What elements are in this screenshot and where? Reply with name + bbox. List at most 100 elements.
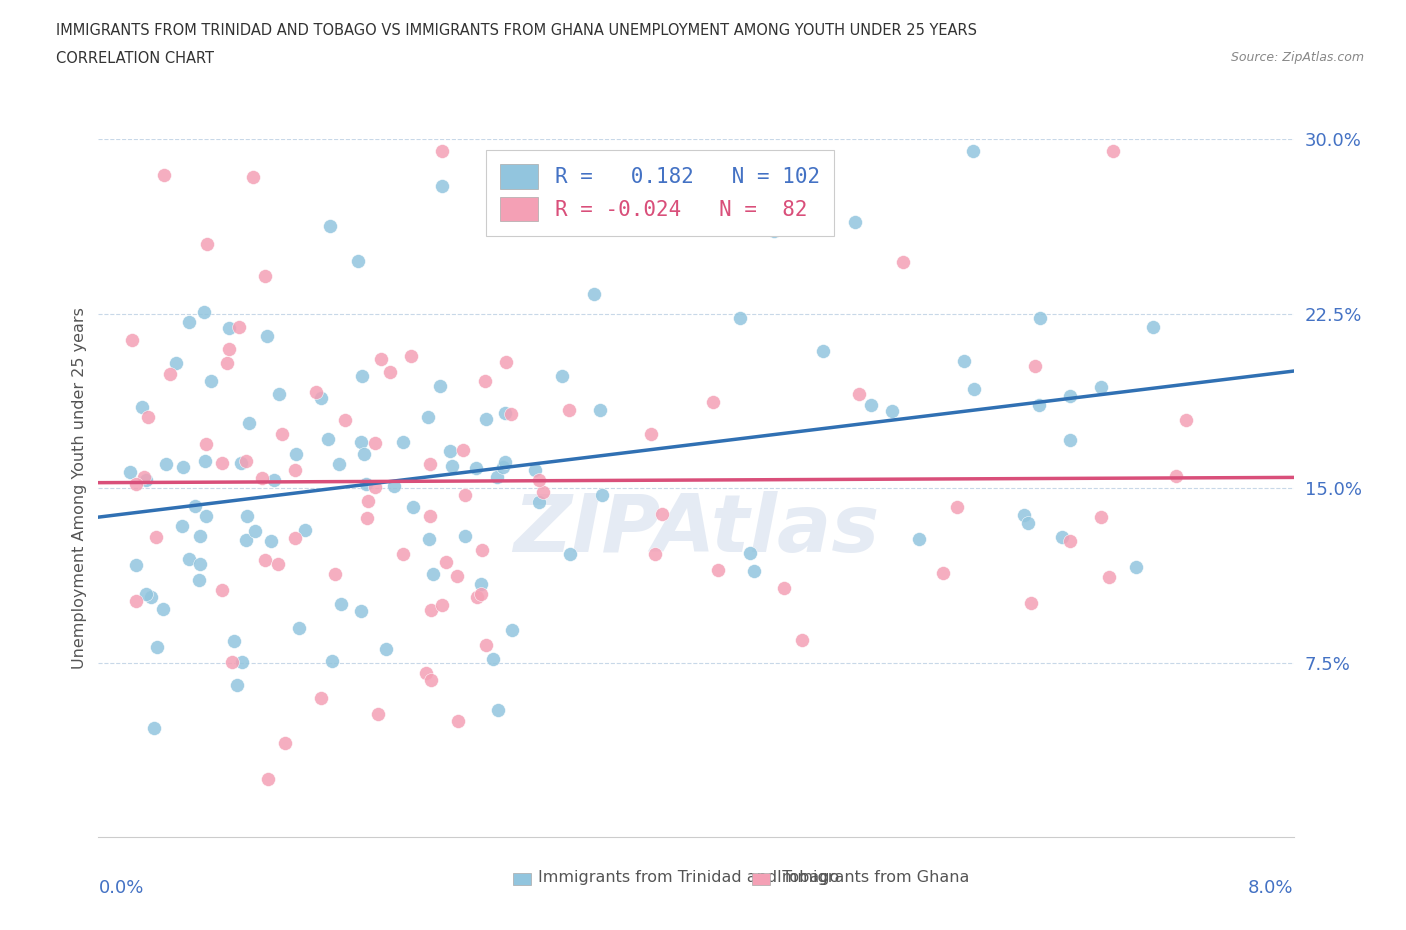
Point <box>1125 560 1147 575</box>
Point <box>378 365 401 379</box>
Point <box>145 529 167 544</box>
Point <box>454 488 477 503</box>
Point <box>316 432 339 446</box>
Text: IMMIGRANTS FROM TRINIDAD AND TOBAGO VS IMMIGRANTS FROM GHANA UNEMPLOYMENT AMONG : IMMIGRANTS FROM TRINIDAD AND TOBAGO VS I… <box>56 23 977 38</box>
Point <box>728 311 751 325</box>
Point <box>848 386 870 401</box>
Point <box>495 354 517 369</box>
Point <box>155 456 177 471</box>
Point <box>453 443 475 458</box>
Point <box>254 269 277 284</box>
Point <box>1101 144 1123 159</box>
Point <box>328 457 350 472</box>
Point <box>429 379 451 393</box>
Point <box>354 476 377 491</box>
Point <box>364 479 387 494</box>
Point <box>284 462 307 477</box>
Point <box>762 224 785 239</box>
Point <box>120 465 142 480</box>
Point <box>256 772 278 787</box>
Point <box>470 586 492 601</box>
Point <box>932 565 955 580</box>
Point <box>131 400 153 415</box>
Point <box>136 410 159 425</box>
Point <box>707 563 730 578</box>
Text: Source: ZipAtlas.com: Source: ZipAtlas.com <box>1230 51 1364 64</box>
Point <box>432 597 454 612</box>
Point <box>952 353 974 368</box>
Text: CORRELATION CHART: CORRELATION CHART <box>56 51 214 66</box>
Point <box>464 460 486 475</box>
Point <box>273 735 295 750</box>
Point <box>183 498 205 513</box>
Point <box>200 373 222 388</box>
Point <box>319 219 342 234</box>
Point <box>211 456 233 471</box>
Point <box>269 387 291 402</box>
Point <box>349 604 371 618</box>
Point <box>256 329 278 344</box>
Point <box>1098 569 1121 584</box>
Point <box>591 488 613 503</box>
Point <box>880 404 903 418</box>
Point <box>583 286 606 301</box>
Point <box>253 552 276 567</box>
Point <box>329 596 352 611</box>
Point <box>211 583 233 598</box>
Point <box>350 368 373 383</box>
Point <box>589 403 612 418</box>
Point <box>439 444 461 458</box>
Point <box>139 590 162 604</box>
Point <box>135 472 157 487</box>
Point <box>494 405 516 420</box>
Point <box>242 169 264 184</box>
Point <box>1052 529 1074 544</box>
Point <box>702 394 724 409</box>
Point <box>813 344 835 359</box>
Point <box>893 255 915 270</box>
Point <box>243 524 266 538</box>
Point <box>1012 508 1035 523</box>
Point <box>305 385 328 400</box>
Point <box>357 494 380 509</box>
Point <box>440 458 463 473</box>
Point <box>644 546 666 561</box>
Point <box>271 427 294 442</box>
Point <box>353 446 375 461</box>
Point <box>557 402 579 417</box>
Point <box>1090 510 1112 525</box>
Point <box>529 495 551 510</box>
Point <box>226 678 249 693</box>
Point <box>1019 596 1042 611</box>
Point <box>221 655 243 670</box>
Text: Immigrants from Ghana: Immigrants from Ghana <box>778 870 969 885</box>
Text: 8.0%: 8.0% <box>1249 879 1294 897</box>
Point <box>446 569 468 584</box>
Point <box>551 368 574 383</box>
Point <box>172 459 194 474</box>
Point <box>367 707 389 722</box>
Point <box>188 557 211 572</box>
Point <box>772 581 794 596</box>
Point <box>501 406 523 421</box>
Point <box>294 522 316 537</box>
Point <box>356 511 378 525</box>
Point <box>401 499 423 514</box>
Point <box>1142 319 1164 334</box>
Point <box>238 416 260 431</box>
Point <box>392 435 415 450</box>
Point <box>382 479 405 494</box>
Point <box>194 454 217 469</box>
Point <box>844 214 866 229</box>
Point <box>152 602 174 617</box>
Point <box>465 590 488 604</box>
Legend: R =   0.182   N = 102, R = -0.024   N =  82: R = 0.182 N = 102, R = -0.024 N = 82 <box>486 150 834 235</box>
Point <box>486 703 509 718</box>
Point <box>177 551 200 566</box>
Point <box>1059 534 1081 549</box>
Point <box>228 320 250 335</box>
Point <box>1017 516 1039 531</box>
Point <box>418 410 440 425</box>
Point <box>494 455 516 470</box>
Point <box>188 528 211 543</box>
